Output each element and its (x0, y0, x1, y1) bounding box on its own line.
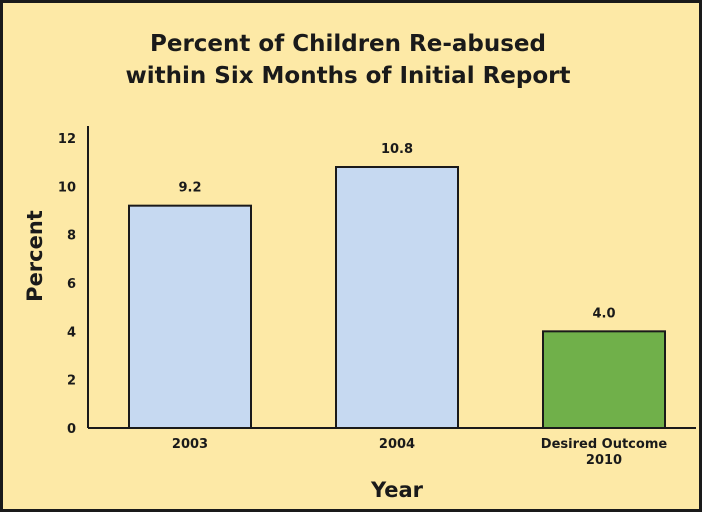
x-category-label: 2010 (586, 453, 622, 468)
y-tick-label: 4 (67, 325, 76, 340)
y-tick-label: 0 (67, 422, 76, 437)
x-category-label: 2003 (172, 437, 208, 452)
bar (128, 204, 252, 429)
bar (542, 330, 666, 430)
bar-value-label: 4.0 (592, 306, 615, 321)
y-tick-label: 10 (58, 180, 76, 195)
y-tick-label: 8 (67, 229, 76, 244)
y-tick-label: 12 (58, 132, 76, 147)
x-category-label: 2004 (379, 437, 415, 452)
x-axis-title: Year (370, 478, 424, 502)
bars-group: 9.2 10.8 4.0 (128, 142, 666, 430)
bar-value-label: 9.2 (178, 181, 201, 196)
chart-title-line-2: within Six Months of Initial Report (125, 63, 571, 89)
bar-value-label: 10.8 (381, 142, 413, 157)
bar (335, 166, 459, 429)
y-ticks-group: 0 2 4 6 8 10 12 (58, 132, 76, 437)
y-tick-label: 2 (67, 374, 76, 389)
x-category-label: Desired Outcome (541, 437, 668, 452)
chart-title-line-1: Percent of Children Re-abused (150, 31, 546, 57)
y-axis-title: Percent (23, 210, 47, 302)
y-tick-label: 6 (67, 277, 76, 292)
chart-title: Percent of Children Re-abused within Six… (0, 28, 696, 92)
